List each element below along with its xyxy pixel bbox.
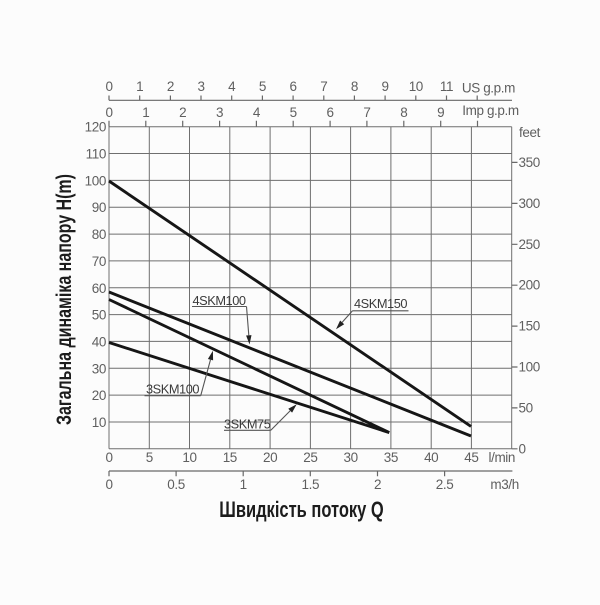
svg-text:0.5: 0.5: [167, 477, 185, 492]
svg-text:1: 1: [136, 79, 143, 94]
svg-text:7: 7: [320, 79, 327, 94]
svg-text:0: 0: [105, 477, 112, 492]
svg-text:110: 110: [86, 147, 106, 162]
svg-text:Швидкість потоку Q: Швидкість потоку Q: [219, 497, 384, 522]
svg-text:11: 11: [440, 79, 453, 94]
svg-text:3SKM75: 3SKM75: [224, 416, 271, 431]
svg-text:250: 250: [519, 237, 540, 252]
svg-text:4SKM150: 4SKM150: [354, 296, 407, 311]
svg-text:4: 4: [228, 79, 236, 94]
svg-text:45: 45: [464, 450, 478, 465]
svg-text:300: 300: [519, 196, 540, 211]
svg-text:feet: feet: [519, 125, 541, 140]
svg-text:2: 2: [167, 79, 174, 94]
svg-text:50: 50: [519, 400, 533, 415]
svg-text:m3/h: m3/h: [490, 477, 518, 492]
svg-text:1.5: 1.5: [302, 477, 320, 492]
svg-text:30: 30: [92, 361, 106, 376]
svg-text:0: 0: [105, 105, 112, 120]
svg-text:5: 5: [146, 450, 153, 465]
svg-text:US g.p.m: US g.p.m: [462, 81, 515, 96]
svg-text:15: 15: [223, 450, 237, 465]
svg-text:25: 25: [303, 450, 317, 465]
svg-text:2.5: 2.5: [436, 477, 454, 492]
svg-text:2: 2: [179, 105, 186, 120]
svg-text:4: 4: [253, 105, 261, 120]
svg-text:200: 200: [519, 278, 540, 293]
svg-text:Imp g.p.m: Imp g.p.m: [462, 103, 519, 118]
svg-text:1: 1: [240, 477, 247, 492]
svg-text:10: 10: [409, 79, 423, 94]
svg-text:100: 100: [519, 360, 540, 375]
svg-text:l/min: l/min: [489, 450, 516, 465]
svg-text:20: 20: [263, 450, 277, 465]
svg-text:2: 2: [374, 477, 381, 492]
svg-text:0: 0: [105, 79, 112, 94]
svg-text:3: 3: [197, 79, 204, 94]
svg-text:8: 8: [351, 79, 358, 94]
svg-text:70: 70: [92, 254, 106, 269]
svg-text:10: 10: [182, 450, 196, 465]
svg-text:40: 40: [424, 450, 438, 465]
svg-text:8: 8: [400, 105, 407, 120]
svg-text:10: 10: [92, 415, 106, 430]
svg-text:120: 120: [85, 120, 106, 135]
svg-text:40: 40: [92, 334, 106, 349]
svg-text:100: 100: [85, 173, 106, 188]
svg-text:50: 50: [92, 308, 106, 323]
svg-text:6: 6: [290, 79, 297, 94]
svg-text:350: 350: [519, 155, 540, 170]
svg-text:35: 35: [384, 450, 398, 465]
svg-text:3: 3: [216, 105, 223, 120]
svg-text:1: 1: [142, 105, 149, 120]
svg-text:9: 9: [382, 79, 389, 94]
svg-text:5: 5: [259, 79, 266, 94]
svg-text:30: 30: [343, 450, 357, 465]
svg-text:20: 20: [92, 388, 106, 403]
svg-text:4SKM100: 4SKM100: [193, 293, 246, 308]
svg-text:150: 150: [519, 319, 540, 334]
svg-text:5: 5: [290, 105, 297, 120]
svg-text:7: 7: [363, 105, 370, 120]
svg-text:9: 9: [437, 105, 444, 120]
svg-text:0: 0: [519, 441, 526, 456]
svg-text:3SKM100: 3SKM100: [146, 382, 199, 397]
svg-text:60: 60: [92, 281, 106, 296]
svg-text:80: 80: [92, 227, 106, 242]
svg-text:0: 0: [105, 450, 112, 465]
svg-text:6: 6: [327, 105, 334, 120]
svg-text:90: 90: [92, 200, 106, 215]
svg-text:Загальна динаміка напору H(m): Загальна динаміка напору H(m): [52, 174, 76, 425]
